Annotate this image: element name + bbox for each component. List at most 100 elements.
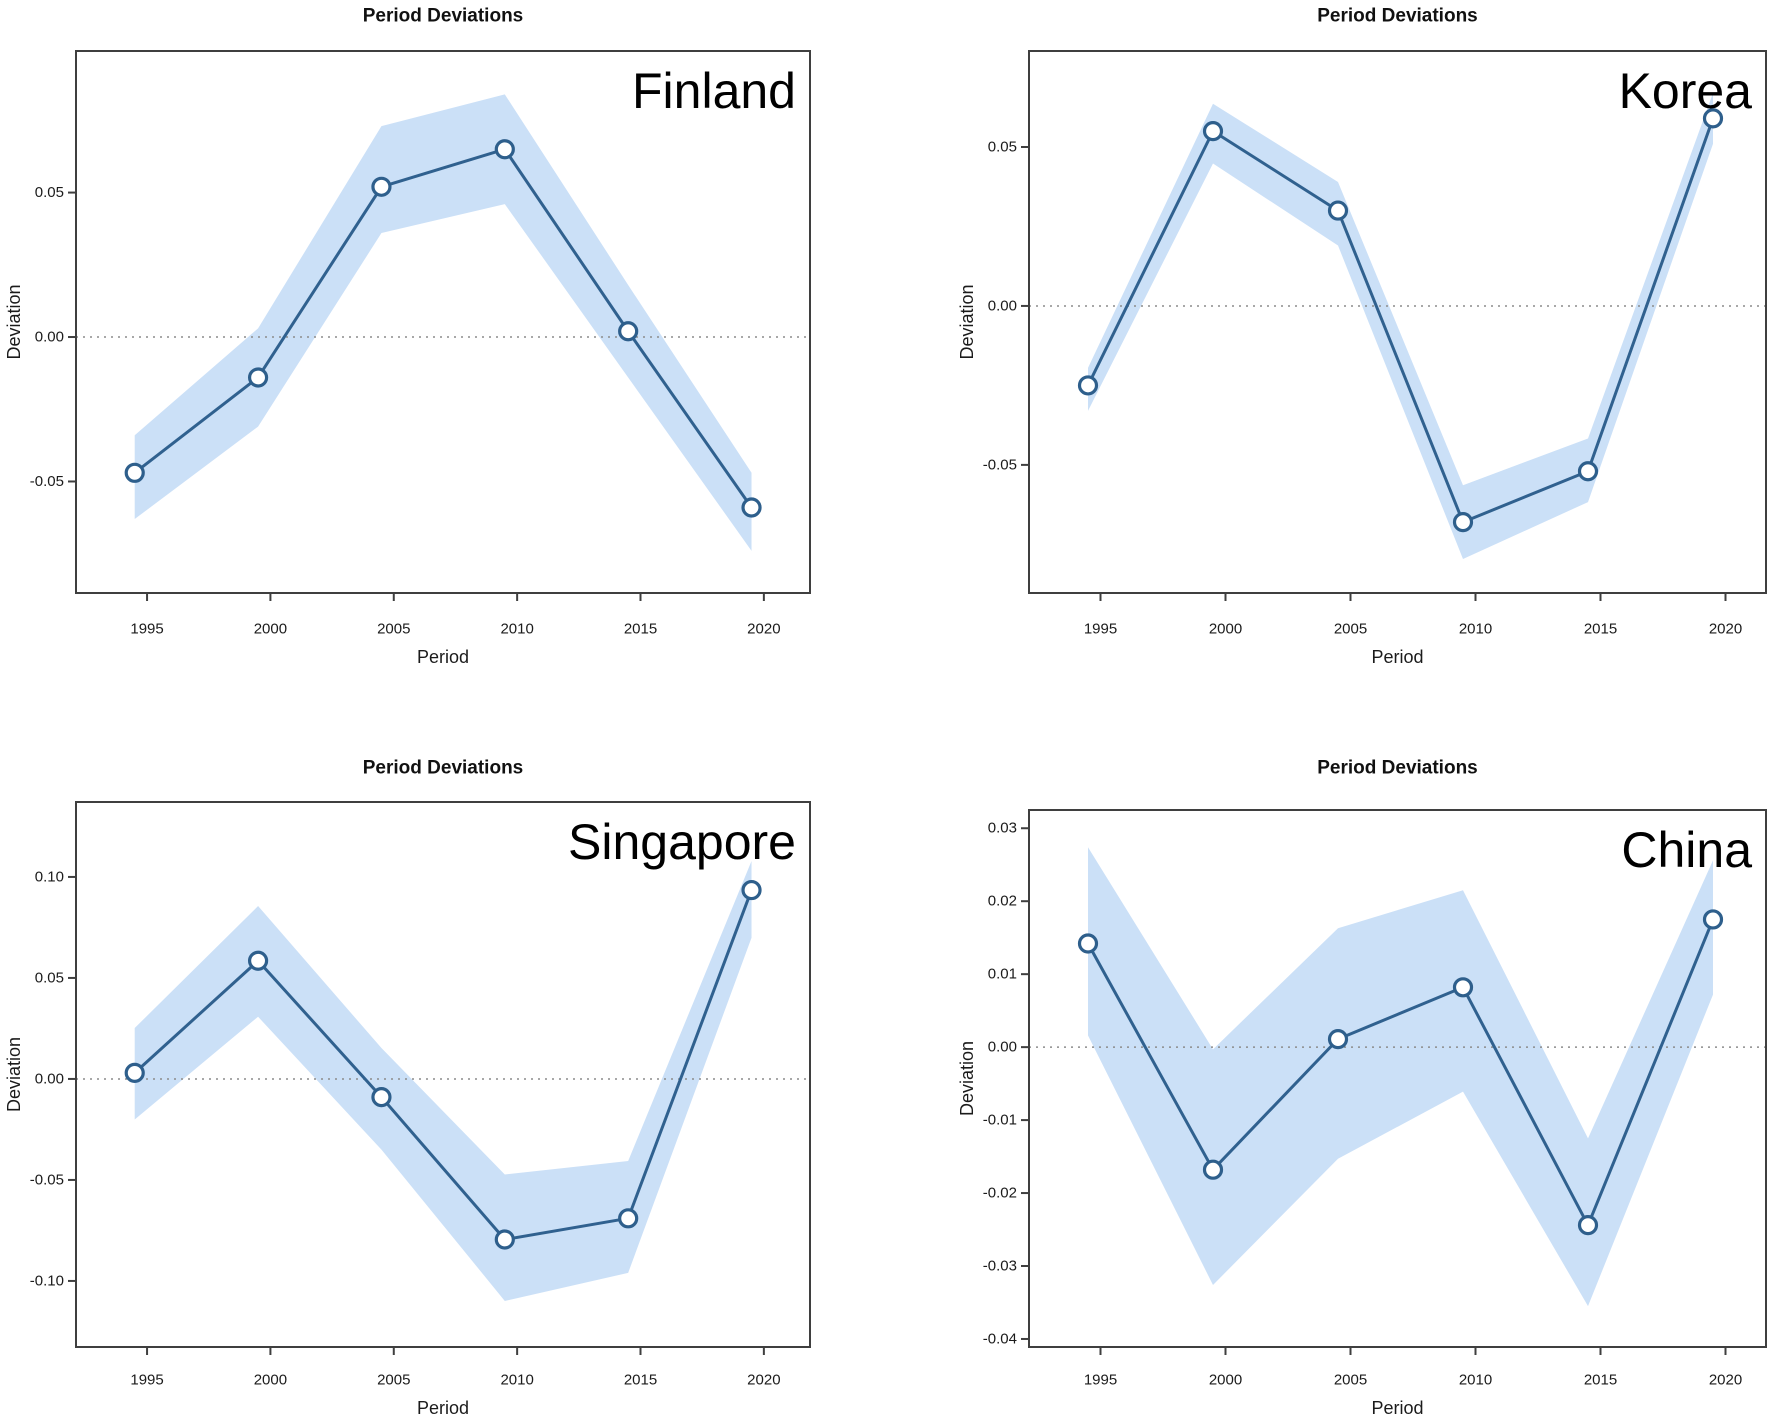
x-axis-label: Period [417,1398,469,1418]
x-axis-label: Period [417,647,469,667]
series-line [1086,116,1715,524]
x-tick-label: 1995 [1084,1372,1117,1389]
x-tick-label: 1995 [1084,621,1117,638]
y-tick-label: -0.04 [983,1330,1017,1347]
x-tick-label: 2005 [1334,1372,1367,1389]
data-point-marker [1577,461,1599,482]
x-tick-label: 2010 [1459,621,1492,638]
panel-title: Period Deviations [363,6,524,27]
x-axis-label: Period [1371,1398,1423,1418]
y-tick-label: 0.05 [35,184,64,201]
data-point-marker [371,1087,392,1108]
confidence-band [1088,92,1713,559]
country-label: Singapore [568,814,796,870]
y-axis-label: Deviation [957,1041,977,1116]
x-tick-label: 2020 [747,1372,780,1389]
y-tick-label: 0.05 [35,969,64,986]
data-point-marker [494,1229,515,1250]
x-tick-label: 2015 [1584,621,1617,638]
data-point-marker [1327,1029,1349,1050]
x-tick-label: 2010 [500,621,533,638]
panel-title: Period Deviations [1317,6,1478,27]
confidence-band [134,860,752,1301]
plot-box [75,50,811,594]
data-point-marker [124,462,145,483]
data-point-marker [741,497,762,518]
y-tick-label: -0.05 [983,456,1017,473]
y-tick-label: 0.03 [988,820,1017,837]
x-tick-label: 2020 [747,621,780,638]
data-point-marker [1452,977,1474,998]
x-tick-label: 2005 [1334,621,1367,638]
data-point-marker [247,367,269,388]
x-tick-label: 2000 [254,621,287,638]
data-point-marker [1202,121,1224,142]
y-tick-label: 0.00 [35,329,64,346]
data-point-marker [494,139,515,160]
x-axis-label: Period [1371,647,1423,667]
chart-svg-finland: Period Deviations 1995 2000 2005 2010 2015 202… [4,6,811,667]
x-tick-label: 2020 [1709,621,1742,638]
chart-panel-korea: Period Deviations 1995 2000 2005 2010 2015 202… [886,0,1772,711]
chart-panel-china: Period Deviations 1995 2000 2005 2010 2015 202… [886,710,1772,1421]
y-tick-label: 0.05 [988,139,1017,156]
panel-title: Period Deviations [363,758,524,779]
country-label: Finland [632,63,796,119]
data-point-marker [1702,108,1724,129]
data-point-marker [1452,512,1474,533]
y-tick-label: -0.01 [983,1112,1017,1129]
plot-box [1028,50,1767,594]
plot-box [75,801,811,1348]
confidence-band [1088,847,1713,1307]
y-axis-label: Deviation [4,1037,24,1112]
x-tick-label: 2015 [624,621,657,638]
y-tick-label: 0.00 [35,1070,64,1087]
y-tick-label: -0.05 [30,473,64,490]
y-tick-label: -0.03 [983,1258,1017,1275]
data-point-marker [741,879,762,901]
chart-panel-singapore: Period Deviations 1995 2000 2005 2010 2015 202… [0,710,886,1421]
panel-title: Period Deviations [1317,758,1478,779]
x-tick-label: 2020 [1709,1372,1742,1389]
chart-svg-china: Period Deviations 1995 2000 2005 2010 2015 202… [957,758,1767,1418]
x-tick-label: 2000 [1209,1372,1242,1389]
x-tick-label: 2010 [1459,1372,1492,1389]
y-tick-label: 0.00 [988,297,1017,314]
data-point-marker [1077,933,1099,954]
x-tick-label: 2000 [254,1372,287,1389]
data-point-marker [618,321,639,342]
data-point-marker [1202,1159,1224,1180]
data-point-marker [1702,909,1724,930]
x-tick-label: 2015 [624,1372,657,1389]
x-tick-label: 2000 [1209,621,1242,638]
y-tick-label: -0.05 [30,1171,64,1188]
series-line [1086,917,1715,1227]
x-tick-label: 2015 [1584,1372,1617,1389]
chart-panel-finland: Period Deviations 1995 2000 2005 2010 2015 202… [0,0,886,711]
plot-box [1028,809,1767,1348]
data-point-marker [1077,375,1099,396]
x-tick-label: 1995 [130,1372,163,1389]
chart-svg-korea: Period Deviations 1995 2000 2005 2010 2015 202… [957,6,1767,667]
x-tick-label: 2005 [377,621,410,638]
y-tick-label: -0.02 [983,1185,1017,1202]
series-line [133,888,754,1242]
chart-svg-singapore: Period Deviations 1995 2000 2005 2010 2015 202… [4,758,811,1418]
x-tick-label: 2005 [377,1372,410,1389]
x-tick-label: 2010 [500,1372,533,1389]
data-point-marker [371,176,392,197]
data-point-marker [247,950,269,971]
y-axis-label: Deviation [957,284,977,359]
data-point-marker [1327,200,1349,221]
x-tick-label: 1995 [130,621,163,638]
data-point-marker [1577,1215,1599,1236]
country-label: Korea [1619,63,1753,119]
y-tick-label: 0.10 [35,868,64,885]
data-point-marker [618,1208,639,1229]
y-axis-label: Deviation [4,284,24,359]
y-tick-label: 0.00 [988,1039,1017,1056]
y-tick-label: -0.10 [30,1272,64,1289]
data-point-marker [124,1062,145,1083]
y-tick-label: 0.02 [988,893,1017,910]
